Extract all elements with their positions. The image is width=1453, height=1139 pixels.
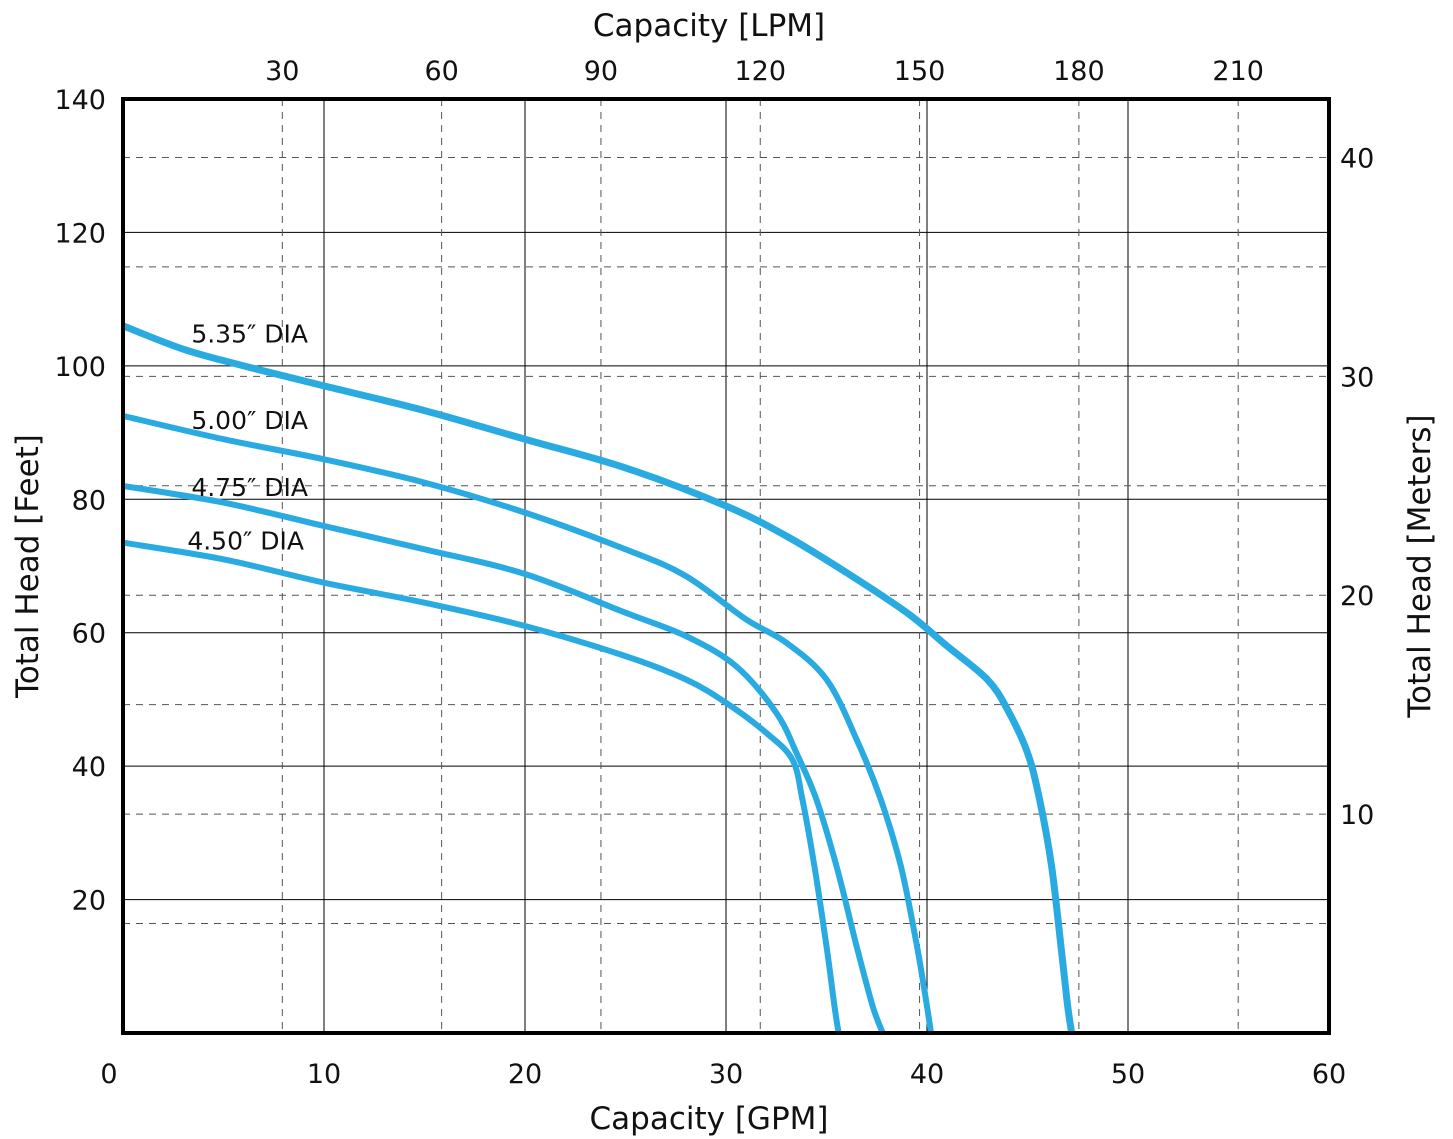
tick-layer: 0 10 20 30 40 50 60 20 40 60 80 100 120 140 30 60 90 120 1…	[54, 56, 1374, 1090]
curve-layer	[121, 322, 1076, 1035]
y2-tick-label: 20	[1340, 581, 1374, 612]
x2-tick-label: 30	[265, 56, 299, 87]
curve-series-1	[121, 322, 1076, 1034]
curve-label-2: 5.00″ DIA	[191, 406, 308, 435]
x2-tick-label: 180	[1053, 56, 1105, 87]
x2-tick-label: 60	[424, 56, 458, 87]
x2-tick-label: 210	[1212, 56, 1264, 87]
y-tick-label: 120	[54, 218, 106, 249]
x2-tick-label: 120	[734, 56, 786, 87]
y-tick-label: 20	[72, 886, 106, 917]
curve-label-1: 5.35″ DIA	[191, 320, 308, 349]
grid-layer	[123, 99, 1329, 1033]
x-tick-label: 10	[307, 1059, 341, 1090]
y2-tick-label: 30	[1340, 362, 1374, 393]
y-tick-label: 40	[72, 752, 106, 783]
x-axis-title: Capacity [GPM]	[590, 1101, 829, 1137]
x-tick-label: 50	[1111, 1059, 1145, 1090]
curve-series-3	[122, 482, 886, 1035]
y-tick-label: 80	[72, 485, 106, 516]
x2-axis-title: Capacity [LPM]	[593, 8, 825, 44]
x2-tick-label: 90	[584, 56, 618, 87]
x-tick-label: 40	[910, 1059, 944, 1090]
curve-label-3: 4.75″ DIA	[191, 473, 308, 502]
x-tick-label: 0	[100, 1059, 117, 1090]
y-tick-label: 100	[54, 352, 106, 383]
curve-label-layer: 5.35″ DIA 5.00″ DIA 4.75″ DIA 4.50″ DIA	[187, 320, 308, 556]
y2-tick-label: 40	[1340, 143, 1374, 174]
x-tick-label: 20	[508, 1059, 542, 1090]
curve-label-4: 4.50″ DIA	[187, 526, 304, 555]
x-tick-label: 60	[1312, 1059, 1346, 1090]
x-tick-label: 30	[709, 1059, 743, 1090]
curve-series-4	[122, 539, 842, 1034]
y2-tick-label: 10	[1340, 800, 1374, 831]
y2-axis-title: Total Head [Meters]	[1402, 414, 1438, 718]
y-tick-label: 60	[72, 619, 106, 650]
curve-series-2	[122, 412, 934, 1034]
y-tick-label: 140	[54, 85, 106, 116]
y-axis-title: Total Head [Feet]	[10, 434, 46, 699]
x2-tick-label: 150	[894, 56, 946, 87]
plot-frame	[121, 97, 1331, 1035]
